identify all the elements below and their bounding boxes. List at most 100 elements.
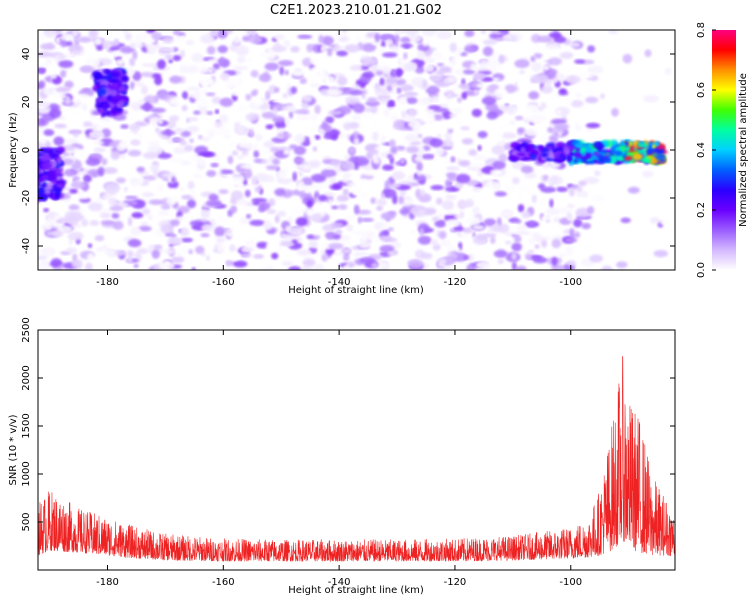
spectrogram-cell [232,260,248,268]
spectrogram-cell [476,67,488,71]
spectrogram-cell [559,51,574,60]
spectrogram-cell [237,104,247,112]
spectrogram-y-ticks: -40 -20 0 20 40 [21,48,675,254]
spectrogram-cell [258,201,271,211]
spectrogram-cell [644,49,652,58]
spectrogram-cell [359,65,370,71]
spectrogram-cell [450,156,456,163]
y-tick-label: 2500 [21,317,32,342]
spectrogram-cell [456,157,462,162]
spectrogram-cell [126,134,134,140]
spectrogram-cell [180,186,185,192]
spectrogram-cell [198,156,206,167]
spectrogram-cell [428,114,435,120]
spectrogram-cell [520,165,533,174]
spectrogram-cell [128,113,138,121]
spectrogram-feature-cell [520,146,526,153]
spectrogram-cell [350,185,364,196]
spectrogram-cell [567,203,575,209]
spectrogram-cell [491,145,505,155]
spectrogram-cell [272,116,285,123]
spectrogram-cell [174,127,184,134]
spectrogram-cell [150,107,166,113]
spectrogram-cell [466,264,476,270]
spectrogram-cell [289,205,306,215]
spectrogram-cell [228,141,238,147]
spectrogram-cell [137,176,144,185]
spectrogram-cell [381,61,394,66]
spectrogram-cell [515,265,527,270]
spectrogram-cell [358,243,371,249]
spectrogram-feature-cell [604,157,611,162]
spectrogram-cell [218,189,229,194]
spectrogram-feature-cell [98,107,104,113]
spectrogram-cell [45,57,53,65]
spectrogram-cell [309,135,316,144]
spectrogram-cell [466,216,481,226]
spectrogram-cell [195,245,205,254]
spectrogram-cell [335,229,343,235]
spectrogram-cell [130,102,143,111]
spectrogram-cell [252,200,261,206]
spectrogram-feature-cell [109,98,121,103]
spectrogram-cell [591,195,605,202]
spectrogram-cell [292,171,298,182]
spectrogram-cell [192,173,203,179]
spectrogram-cell [458,83,471,90]
spectrogram-cell [620,217,631,224]
spectrogram-cell [566,212,572,219]
spectrogram-cell [534,244,540,249]
spectrogram-cell [169,157,185,164]
spectrogram-feature-cell [57,183,64,189]
spectrogram-cell [310,173,327,183]
spectrogram-cell [485,180,501,190]
spectrogram-cell [348,262,354,268]
spectrogram-cell [181,91,189,100]
spectrogram-cell [494,191,507,197]
spectrogram-cell [493,264,506,270]
spectrogram-cell [569,42,581,48]
spectrogram-cell [428,105,441,110]
spectrogram-cell [221,169,234,174]
spectrogram-cell [342,188,349,197]
spectrogram-cell [191,267,196,270]
spectrogram-cell [265,165,280,171]
spectrogram-cell [473,89,479,96]
spectrogram-cell [292,109,307,114]
spectrogram-cell [312,234,321,240]
spectrogram-cell [255,130,261,136]
spectrogram-cell [472,206,480,215]
spectrogram-cell [60,33,72,41]
spectrogram-cell [282,93,288,99]
spectrogram-cell [476,83,488,89]
spectrogram-feature-cell [56,176,62,181]
spectrogram-cell [175,252,181,257]
spectrogram-feature-cell [592,141,601,148]
spectrogram-cell [529,220,535,227]
spectrogram-cell [276,210,287,217]
spectrogram-cell [374,33,380,43]
spectrogram-cell [281,260,294,266]
spectrogram-cell [417,97,431,106]
spectrogram-cell [206,110,214,116]
spectrogram-cell [501,211,514,217]
spectrogram-cell [200,34,216,44]
spectrogram-cell [240,252,252,258]
spectrogram-cell [521,211,531,219]
spectrogram-cell [274,215,280,224]
spectrogram-cell [296,249,312,256]
spectrogram-cell [147,214,153,221]
spectrogram-cell [445,243,454,249]
spectrogram-cell [430,239,439,246]
spectrogram-cell [180,237,193,243]
spectrogram-cell [170,219,180,227]
spectrogram-cell [587,206,595,215]
spectrogram-cell [434,152,439,163]
spectrogram-cell [308,239,318,249]
spectrogram-feature-cell [99,79,110,87]
spectrogram-cell [151,249,160,259]
spectrogram-cell [333,251,345,256]
spectrogram-cell [321,35,334,46]
snr-y-axis-label: SNR (10 * v/v) [8,414,19,485]
spectrogram-cell [542,162,550,169]
